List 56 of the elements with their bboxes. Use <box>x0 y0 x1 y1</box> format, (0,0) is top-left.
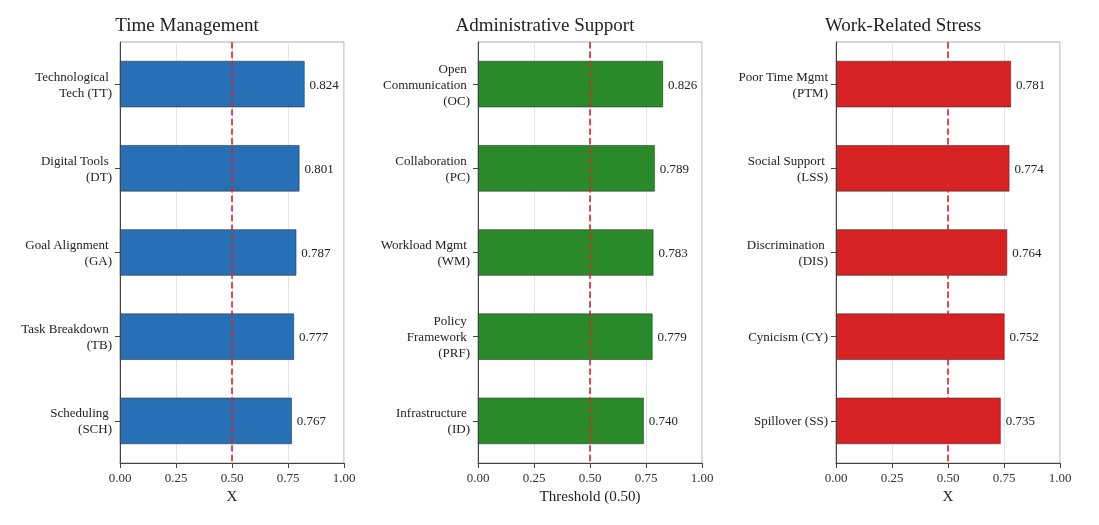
x-tick-label: 0.75 <box>634 470 658 485</box>
data-label: 0.824 <box>309 76 340 92</box>
data-label: 0.781 <box>1015 76 1046 92</box>
chart-title: Work-Related Stress <box>824 14 982 35</box>
data-label: 0.735 <box>1005 413 1035 429</box>
chart-title: Administrative Support <box>455 14 636 35</box>
data-label: 0.787 <box>301 245 332 260</box>
x-tick-label: 1.00 <box>690 470 714 485</box>
x-tick-label: 0.00 <box>108 470 132 485</box>
data-label: 0.783 <box>658 245 688 260</box>
y-tick-label: Policy Framework (PRF) <box>406 313 470 361</box>
x-axis-title: X <box>226 488 238 505</box>
data-label: 0.774 <box>1014 160 1045 176</box>
x-tick-label: 0.75 <box>276 470 300 485</box>
bar <box>120 229 297 276</box>
data-label: 0.764 <box>1012 245 1042 260</box>
y-tick-label: Scheduling (SCH) <box>50 405 112 437</box>
x-tick-label: 0.25 <box>880 470 904 485</box>
x-tick-label: 0.50 <box>220 470 244 485</box>
data-label: 0.779 <box>657 329 687 345</box>
y-tick-label: Cynicism (CY) <box>748 329 828 345</box>
y-tick-label: Digital Tools (DT) <box>40 152 112 184</box>
x-tick-label: 0.50 <box>578 470 602 485</box>
data-label: 0.752 <box>1009 329 1039 345</box>
chart-title: Time Management <box>115 14 260 35</box>
y-tick-label: Poor Time Mgmt (PTM) <box>738 68 829 100</box>
y-tick-label: Spillover (SS) <box>753 413 828 429</box>
x-tick-label: 0.00 <box>824 470 848 485</box>
data-label: 0.777 <box>299 329 329 345</box>
data-label: 0.826 <box>668 76 698 92</box>
bar <box>120 397 292 445</box>
data-label: 0.767 <box>296 413 327 429</box>
y-tick-label: Open Communication (OC) <box>382 60 470 108</box>
x-tick-label: 1.00 <box>332 470 356 485</box>
x-tick-label: 0.00 <box>466 470 490 485</box>
x-tick-label: 1.00 <box>1048 470 1072 485</box>
y-tick-label: Workload Mgmt (WM) <box>380 237 470 268</box>
x-tick-label: 0.25 <box>522 470 546 485</box>
y-tick-label: Infrastructure (ID) <box>396 405 470 437</box>
y-tick-label: Technological Tech (TT) <box>35 68 112 100</box>
bar <box>120 145 300 192</box>
y-tick-label: Discrimination (DIS) <box>746 237 828 268</box>
y-tick-label: Social Support (LSS) <box>747 152 828 184</box>
y-tick-label: Task Breakdown (TB) <box>21 321 112 353</box>
y-tick-label: Collaboration (PC) <box>395 152 470 184</box>
data-label: 0.801 <box>304 160 334 176</box>
data-label: 0.789 <box>659 160 689 176</box>
data-label: 0.740 <box>648 413 679 429</box>
bar <box>120 313 295 360</box>
y-tick-label: Goal Alignment (GA) <box>25 237 112 268</box>
x-tick-label: 0.25 <box>164 470 188 485</box>
bar <box>120 60 305 108</box>
x-axis-title: X <box>942 488 954 505</box>
x-tick-label: 0.75 <box>992 470 1016 485</box>
x-tick-label: 0.50 <box>936 470 960 485</box>
x-axis-title: Threshold (0.50) <box>539 488 641 506</box>
